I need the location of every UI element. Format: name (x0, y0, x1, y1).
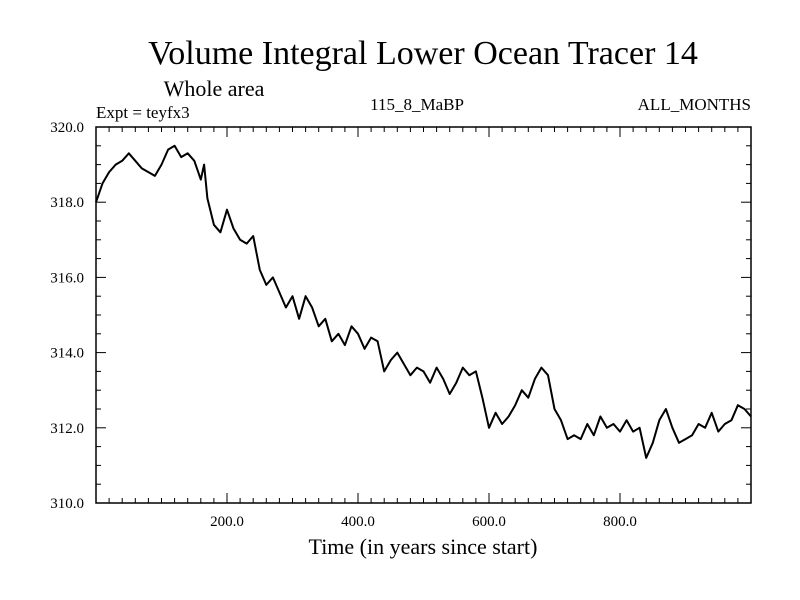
center-label: 115_8_MaBP (370, 95, 464, 114)
chart-subtitle: Whole area (164, 76, 265, 101)
x-tick-label: 800.0 (603, 514, 637, 530)
x-tick-label: 200.0 (210, 514, 244, 530)
y-tick-label: 312.0 (50, 421, 84, 437)
y-tick-labels: 310.0 312.0 314.0 316.0 318.0 320.0 (50, 120, 84, 512)
y-tick-label: 310.0 (50, 496, 84, 512)
series-line (95, 144, 752, 459)
chart-title: Volume Integral Lower Ocean Tracer 14 (148, 35, 698, 72)
expt-label: Expt = teyfx3 (96, 103, 190, 122)
x-axis-label: Time (in years since start) (309, 534, 538, 559)
plot-frame (95, 126, 752, 504)
right-label: ALL_MONTHS (638, 95, 751, 114)
x-tick-labels: 200.0 400.0 600.0 800.0 (210, 514, 637, 530)
y-tick-label: 316.0 (50, 270, 84, 286)
x-tick-label: 400.0 (341, 514, 375, 530)
y-tick-label: 314.0 (50, 346, 84, 362)
x-tick-label: 600.0 (472, 514, 506, 530)
y-tick-label: 320.0 (50, 120, 84, 136)
y-tick-label: 318.0 (50, 195, 84, 211)
axis-ticks (96, 127, 751, 503)
